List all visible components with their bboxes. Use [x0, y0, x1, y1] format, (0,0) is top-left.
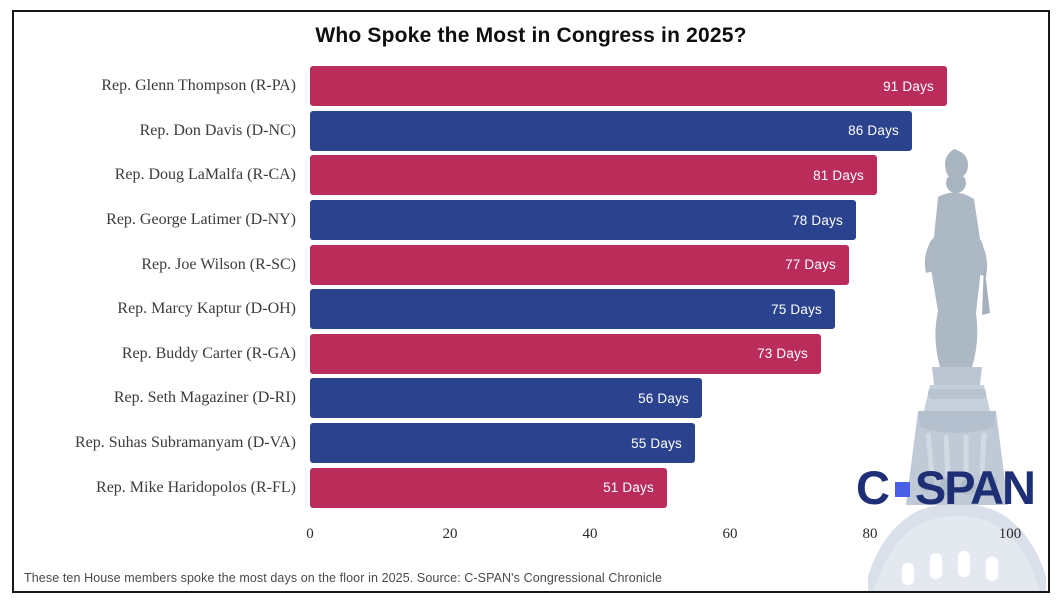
- bar-category-label: Rep. Glenn Thompson (R-PA): [101, 77, 296, 95]
- bar: 78 Days: [310, 200, 856, 241]
- x-axis-tick-label: 0: [306, 526, 314, 542]
- bar-row: Rep. Suhas Subramanyam (D-VA) 55 Days: [14, 421, 1048, 466]
- cspan-logo-c: C: [855, 461, 890, 514]
- bar-track: 56 Days: [310, 378, 1048, 419]
- x-axis-tick-label: 20: [442, 526, 458, 542]
- bar-row: Rep. Mike Haridopolos (R-FL) 51 Days: [14, 465, 1048, 510]
- chart-title: Who Spoke the Most in Congress in 2025?: [315, 24, 747, 47]
- bar-track: 75 Days: [310, 289, 1048, 330]
- bar-value-label: 81 Days: [813, 167, 864, 183]
- bar-track: 73 Days: [310, 333, 1048, 374]
- bar-value-label: 55 Days: [631, 435, 682, 451]
- source-caption: These ten House members spoke the most d…: [24, 571, 663, 585]
- bar-category-label: Rep. Don Davis (D-NC): [139, 121, 296, 139]
- bar: 81 Days: [310, 155, 877, 196]
- bar-row: Rep. Marcy Kaptur (D-OH) 75 Days: [14, 287, 1048, 332]
- bar-value-label: 91 Days: [883, 78, 934, 94]
- bar: 91 Days: [310, 66, 947, 107]
- bar-category-label: Rep. Joe Wilson (R-SC): [141, 255, 296, 273]
- bar-rows: Rep. Glenn Thompson (R-PA) 91 Days Rep. Do…: [14, 64, 1048, 510]
- bar-category-label: Rep. Doug LaMalfa (R-CA): [114, 166, 296, 184]
- chart-frame: Who Spoke the Most in Congress in 2025? …: [12, 10, 1050, 593]
- bar-track: 51 Days: [310, 467, 1048, 508]
- bar: 75 Days: [310, 289, 835, 330]
- bar-category-label: Rep. Marcy Kaptur (D-OH): [117, 300, 296, 318]
- bar-track: 91 Days: [310, 66, 1048, 107]
- bar-row: Rep. Joe Wilson (R-SC) 77 Days: [14, 242, 1048, 287]
- cspan-logo: C SPAN: [855, 461, 1036, 514]
- x-axis-tick-label: 60: [722, 526, 738, 542]
- bar-value-label: 75 Days: [771, 301, 822, 317]
- bar-category-label: Rep. George Latimer (D-NY): [106, 211, 296, 229]
- bar: 73 Days: [310, 333, 821, 374]
- bar: 51 Days: [310, 467, 667, 508]
- bar-track: 77 Days: [310, 244, 1048, 285]
- cspan-logo-square-icon: [894, 482, 910, 497]
- bar: 56 Days: [310, 378, 702, 419]
- bar: 86 Days: [310, 110, 912, 151]
- bar-value-label: 78 Days: [792, 212, 843, 228]
- x-axis: 0 20 40 60 80 100: [14, 526, 1048, 548]
- bar-row: Rep. George Latimer (D-NY) 78 Days: [14, 198, 1048, 243]
- x-axis-tick-label: 40: [582, 526, 598, 542]
- bar-track: 81 Days: [310, 155, 1048, 196]
- bar-category-label: Rep. Suhas Subramanyam (D-VA): [74, 434, 296, 452]
- bar-value-label: 77 Days: [785, 257, 836, 273]
- bar-value-label: 51 Days: [603, 480, 654, 496]
- bar-category-label: Rep. Mike Haridopolos (R-FL): [96, 478, 296, 496]
- x-axis-tick-label: 80: [862, 526, 878, 542]
- bar-track: 78 Days: [310, 200, 1048, 241]
- cspan-logo-span: SPAN: [914, 461, 1036, 514]
- bar-row: Rep. Glenn Thompson (R-PA) 91 Days: [14, 64, 1048, 109]
- bar-category-label: Rep. Seth Magaziner (D-RI): [113, 389, 296, 407]
- statue-of-freedom-image: [868, 149, 1046, 591]
- bar-value-label: 73 Days: [757, 346, 808, 362]
- bar-track: 86 Days: [310, 110, 1048, 151]
- bar-row: Rep. Buddy Carter (R-GA) 73 Days: [14, 332, 1048, 377]
- bar-row: Rep. Seth Magaziner (D-RI) 56 Days: [14, 376, 1048, 421]
- bar: 55 Days: [310, 423, 695, 464]
- bar: 77 Days: [310, 244, 849, 285]
- bar-value-label: 86 Days: [848, 123, 899, 139]
- x-axis-tick-label: 100: [998, 526, 1022, 542]
- bar-row: Rep. Don Davis (D-NC) 86 Days: [14, 109, 1048, 154]
- bar-category-label: Rep. Buddy Carter (R-GA): [121, 344, 296, 362]
- bar-value-label: 56 Days: [638, 390, 689, 406]
- bar-row: Rep. Doug LaMalfa (R-CA) 81 Days: [14, 153, 1048, 198]
- bar-track: 55 Days: [310, 423, 1048, 464]
